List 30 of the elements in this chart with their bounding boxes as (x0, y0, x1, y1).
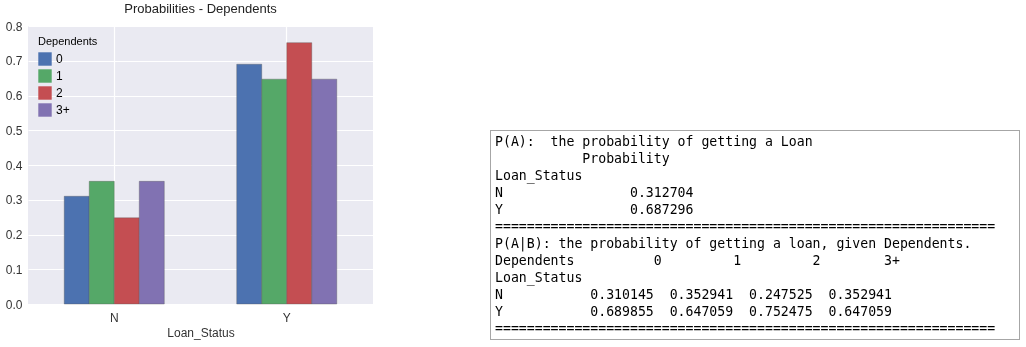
legend-title: Dependents (38, 35, 98, 47)
y-tick-label: 0.1 (5, 262, 23, 277)
x-axis-title: Loan_Status (167, 325, 235, 340)
y-tick-label: 0.0 (5, 297, 23, 312)
text: Dependents 0 1 2 3+ (495, 253, 900, 268)
legend-label: 3+ (56, 103, 70, 117)
text: Loan_Status (495, 270, 583, 285)
text: =============================================================== (495, 219, 996, 234)
text: Loan_Status (495, 168, 583, 183)
legend-label: 2 (56, 86, 63, 100)
y-tick-label: 0.7 (5, 54, 23, 69)
text: N 0.312704 (495, 185, 694, 200)
text: N 0.310145 0.352941 0.247525 0.352941 (495, 287, 892, 302)
y-tick-label: 0.8 (5, 19, 23, 34)
y-tick-label: 0.4 (5, 158, 23, 173)
text: P(A|B): the probability of getting a loan, given Dependents. (495, 236, 972, 251)
x-tick-label: Y (282, 310, 291, 325)
y-tick-label: 0.6 (5, 89, 23, 103)
y-tick-label: 0.2 (5, 228, 23, 242)
text: Probability (582, 151, 670, 166)
y-tick-label: 0.5 (5, 123, 23, 138)
text: Y 0.689855 0.647059 0.752475 0.647059 (495, 304, 892, 319)
chart-title: Probabilities - Dependents (124, 1, 278, 16)
legend-label: 1 (56, 69, 63, 83)
text: P(A): the probability of getting a Loan (495, 134, 813, 149)
legend-label: 0 (56, 52, 63, 66)
x-tick-label: N (109, 310, 119, 325)
y-tick-label: 0.3 (5, 193, 23, 208)
text: =============================================================== (495, 321, 996, 336)
text: Y 0.687296 (495, 202, 694, 217)
